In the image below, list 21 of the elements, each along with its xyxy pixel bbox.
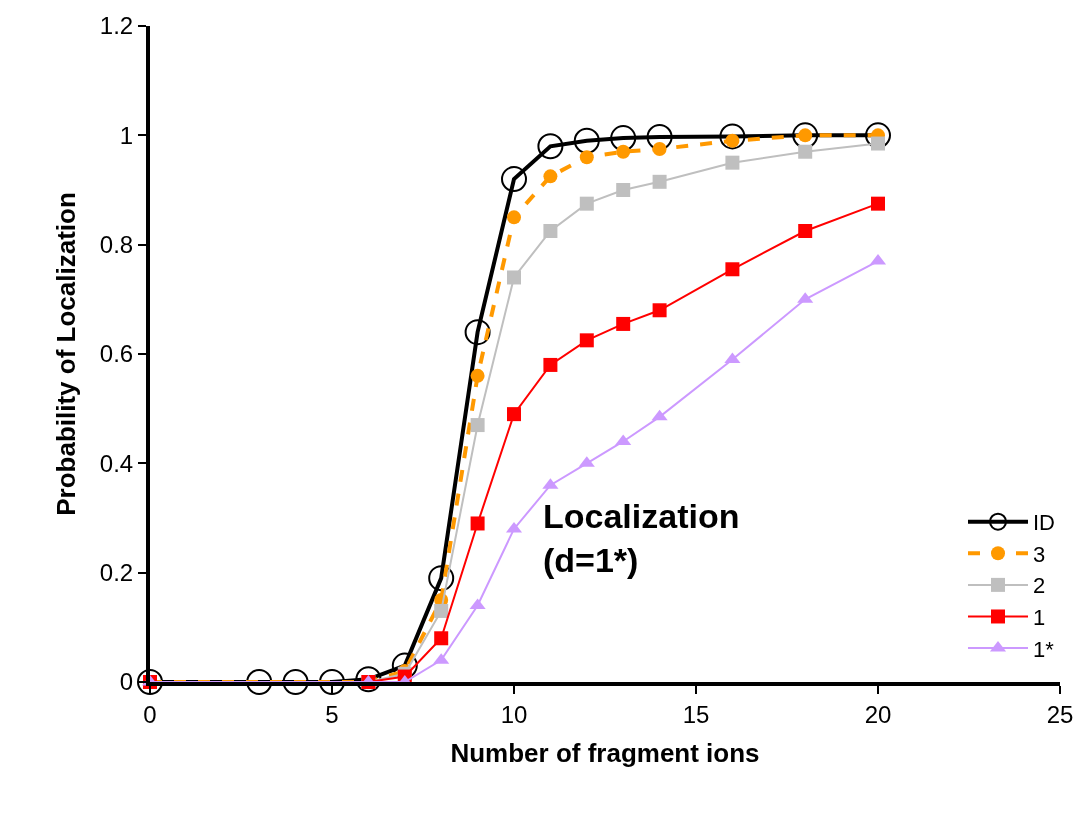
y-tick-label: 1	[119, 121, 134, 149]
y-tick-label: 0.4	[99, 449, 134, 477]
x-tick-label: 25	[1046, 700, 1074, 728]
x-tick-label: 15	[682, 700, 710, 728]
y-tick-label: 0	[119, 668, 134, 696]
legend-label: 2	[1033, 573, 1046, 599]
legend-label: ID	[1033, 510, 1055, 536]
y-tick-label: 0.6	[99, 340, 134, 368]
y-axis-title: Probability of Localization	[50, 192, 81, 516]
x-tick-label: 0	[143, 700, 157, 728]
legend-label: 1	[1033, 605, 1046, 631]
x-tick-label: 5	[325, 700, 339, 728]
x-tick-label: 20	[864, 700, 892, 728]
legend-label: 1*	[1033, 636, 1055, 662]
x-axis-title: Number of fragment ions	[450, 738, 760, 768]
y-tick-label: 0.2	[99, 559, 134, 587]
y-tick-label: 0.8	[99, 231, 134, 259]
x-tick-label: 10	[500, 700, 528, 728]
legend-label: 3	[1033, 541, 1046, 567]
annotation: Localization (d=1*)	[543, 497, 740, 580]
y-tick-label: 1.2	[99, 12, 134, 40]
